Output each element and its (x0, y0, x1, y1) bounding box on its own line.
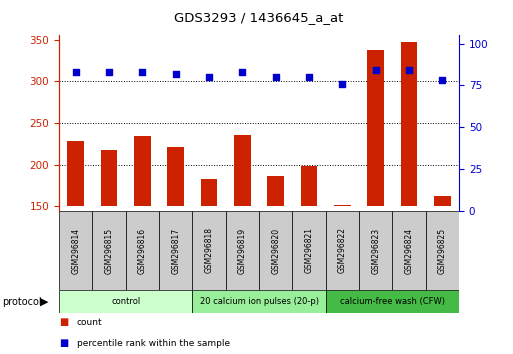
Bar (159, 211, 192, 290)
Text: ▶: ▶ (40, 297, 49, 307)
Point (338, 81, 346, 87)
Bar (67, 141, 84, 206)
Text: 20 calcium ion pulses (20-p): 20 calcium ion pulses (20-p) (200, 297, 319, 306)
Bar (134, 136, 151, 206)
Bar (126, 211, 159, 290)
Text: GSM296817: GSM296817 (171, 227, 180, 274)
Text: GSM296815: GSM296815 (105, 227, 113, 274)
Bar (367, 50, 384, 206)
Bar (201, 179, 218, 206)
Point (371, 68, 380, 73)
Point (205, 74, 213, 80)
Text: count: count (77, 318, 103, 327)
Text: ■: ■ (59, 317, 68, 327)
Point (171, 71, 180, 76)
Bar (267, 176, 284, 206)
Point (305, 74, 313, 80)
Text: GSM296814: GSM296814 (71, 227, 80, 274)
Text: GDS3293 / 1436645_a_at: GDS3293 / 1436645_a_at (174, 11, 344, 24)
Text: GSM296823: GSM296823 (371, 227, 380, 274)
Bar (326, 211, 359, 290)
Bar (167, 147, 184, 206)
Bar (292, 211, 326, 290)
Point (138, 69, 147, 75)
Bar (401, 42, 418, 206)
Bar (326, 290, 459, 313)
Point (71, 69, 80, 75)
Text: percentile rank within the sample: percentile rank within the sample (77, 339, 230, 348)
Text: GSM296819: GSM296819 (238, 227, 247, 274)
Text: GSM296821: GSM296821 (305, 228, 313, 273)
Point (405, 68, 413, 73)
Text: control: control (111, 297, 141, 306)
Point (438, 78, 446, 83)
Text: GSM296825: GSM296825 (438, 227, 447, 274)
Bar (92, 211, 126, 290)
Point (271, 74, 280, 80)
Bar (392, 211, 426, 290)
Point (105, 69, 113, 75)
Bar (259, 211, 292, 290)
Bar (192, 290, 326, 313)
Text: GSM296824: GSM296824 (405, 227, 413, 274)
Text: GSM296822: GSM296822 (338, 228, 347, 273)
Text: GSM296816: GSM296816 (138, 227, 147, 274)
Point (238, 69, 246, 75)
Text: calcium-free wash (CFW): calcium-free wash (CFW) (340, 297, 445, 306)
Bar (434, 196, 451, 206)
Bar (301, 166, 318, 206)
Bar (426, 211, 459, 290)
Bar (234, 135, 251, 206)
Text: GSM296820: GSM296820 (271, 227, 280, 274)
Text: protocol: protocol (3, 297, 42, 307)
Bar (59, 211, 92, 290)
Text: ■: ■ (59, 338, 68, 348)
Bar (59, 290, 192, 313)
Bar (334, 205, 351, 206)
Bar (359, 211, 392, 290)
Bar (226, 211, 259, 290)
Bar (192, 211, 226, 290)
Bar (101, 150, 117, 206)
Text: GSM296818: GSM296818 (205, 228, 213, 273)
